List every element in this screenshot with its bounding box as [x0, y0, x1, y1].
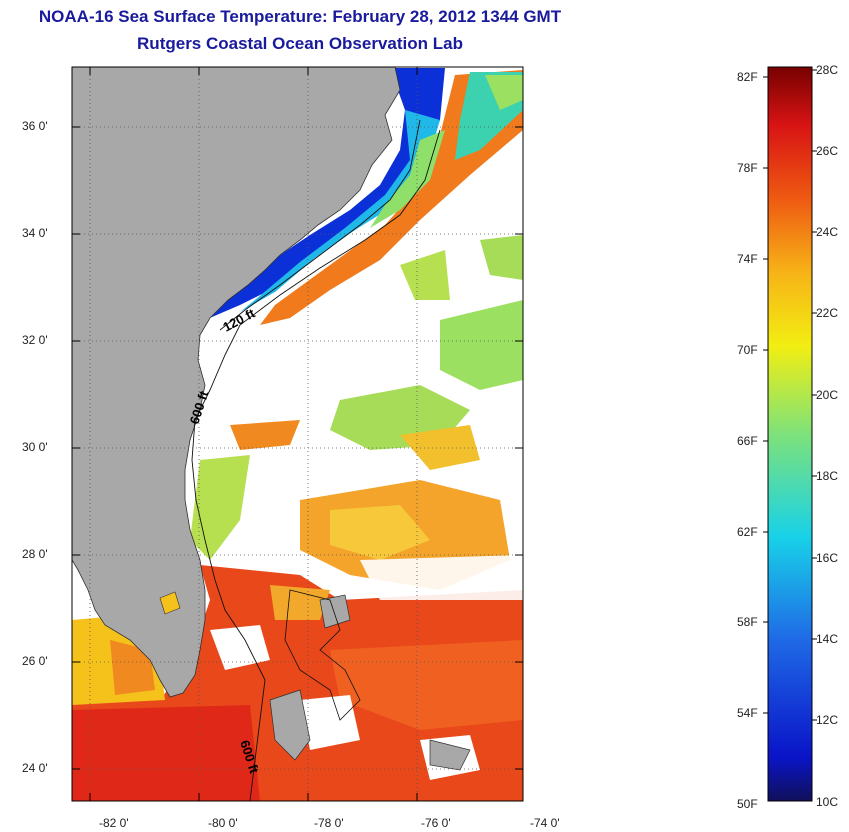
map-subtitle: Rutgers Coastal Ocean Observation Lab: [137, 34, 463, 53]
colorbar-c-16: 16C: [816, 551, 839, 565]
lat-label-30: 30 0': [22, 440, 48, 454]
colorbar-f-66: 66F: [737, 434, 758, 448]
colorbar-c-10: 10C: [816, 795, 839, 809]
colorbar-c-24: 24C: [816, 225, 839, 239]
colorbar-f-78: 78F: [737, 161, 758, 175]
lat-label-32: 32 0': [22, 333, 48, 347]
sst-map: [72, 67, 523, 801]
lon-label-76: -76 0': [421, 816, 451, 830]
lat-label-36: 36 0': [22, 119, 48, 133]
colorbar-f-58: 58F: [737, 615, 758, 629]
colorbar-c-14: 14C: [816, 632, 839, 646]
colorbar-f-54: 54F: [737, 706, 758, 720]
land-mass: [72, 67, 401, 698]
colorbar-c-26: 26C: [816, 144, 839, 158]
colorbar-c-22: 22C: [816, 306, 839, 320]
colorbar-f-50: 50F: [737, 797, 758, 811]
map-frame: [71, 66, 524, 802]
lat-label-24: 24 0': [22, 761, 48, 775]
colorbar: [767, 66, 813, 802]
bahamas-islands: [269, 594, 471, 771]
colorbar-c-18: 18C: [816, 469, 839, 483]
lat-label-26: 26 0': [22, 654, 48, 668]
map-title: NOAA-16 Sea Surface Temperature: Februar…: [38, 7, 562, 26]
colorbar-c-20: 20C: [816, 388, 839, 402]
contour-bank: [284, 589, 361, 721]
colorbar-f-74: 74F: [737, 252, 758, 266]
lon-label-80: -80 0': [208, 816, 238, 830]
colorbar-f-82: 82F: [737, 70, 758, 84]
colorbar-c-12: 12C: [816, 713, 839, 727]
lat-label-34: 34 0': [22, 226, 48, 240]
colorbar-f-70: 70F: [737, 343, 758, 357]
lon-label-74: -74 0': [530, 816, 560, 830]
lon-label-82: -82 0': [99, 816, 129, 830]
contour-120ft: [219, 119, 421, 331]
lat-label-28: 28 0': [22, 547, 48, 561]
map-ticks: [72, 67, 523, 801]
colorbar-f-62: 62F: [737, 525, 758, 539]
lon-label-78: -78 0': [314, 816, 344, 830]
lake-okeechobee: [159, 591, 181, 615]
contour-600ft: [191, 129, 441, 801]
colorbar-ticks: [763, 69, 817, 721]
colorbar-c-28: 28C: [816, 63, 839, 77]
